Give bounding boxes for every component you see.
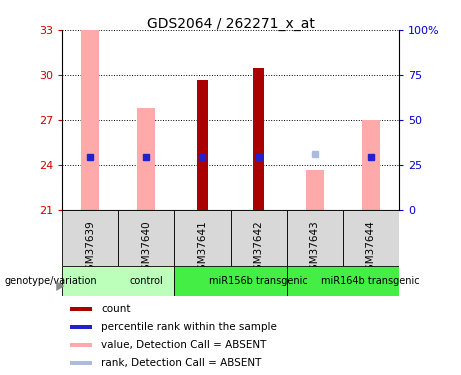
Bar: [137, 108, 155, 210]
Bar: [230, 210, 287, 266]
Bar: [118, 210, 174, 266]
Bar: [62, 210, 118, 266]
Text: GSM37643: GSM37643: [310, 220, 319, 277]
Bar: [174, 210, 230, 266]
Text: percentile rank within the sample: percentile rank within the sample: [101, 322, 278, 332]
Bar: [287, 266, 399, 296]
Bar: [70, 361, 92, 365]
Text: GSM37642: GSM37642: [254, 220, 264, 277]
Bar: [362, 120, 380, 210]
Bar: [343, 210, 399, 266]
Text: GSM37640: GSM37640: [142, 220, 151, 277]
Bar: [254, 68, 264, 210]
Text: miR156b transgenic: miR156b transgenic: [209, 276, 308, 286]
Text: control: control: [130, 276, 163, 286]
Bar: [306, 170, 324, 210]
Text: GDS2064 / 262271_x_at: GDS2064 / 262271_x_at: [147, 17, 314, 31]
Bar: [287, 210, 343, 266]
Bar: [70, 343, 92, 347]
Bar: [70, 307, 92, 311]
Text: miR164b transgenic: miR164b transgenic: [321, 276, 420, 286]
Bar: [70, 325, 92, 329]
Text: GSM37641: GSM37641: [197, 220, 207, 277]
Bar: [197, 80, 207, 210]
Text: genotype/variation: genotype/variation: [5, 276, 97, 285]
Bar: [174, 266, 287, 296]
Bar: [62, 266, 174, 296]
Text: GSM37644: GSM37644: [366, 220, 376, 277]
Text: rank, Detection Call = ABSENT: rank, Detection Call = ABSENT: [101, 358, 262, 368]
Bar: [81, 30, 99, 210]
Text: value, Detection Call = ABSENT: value, Detection Call = ABSENT: [101, 340, 267, 350]
Text: GSM37639: GSM37639: [85, 220, 95, 277]
Text: count: count: [101, 304, 131, 314]
